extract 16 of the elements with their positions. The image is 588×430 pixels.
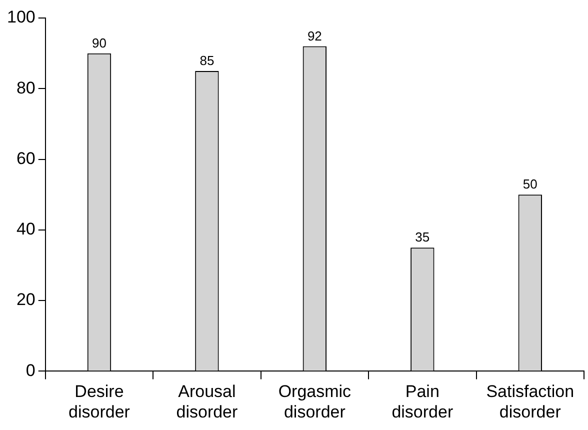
y-tick-label: 20: [16, 290, 36, 310]
data-label: 35: [415, 230, 430, 245]
y-tick-label: 0: [26, 360, 36, 380]
x-tick-label: Orgasmic disorder: [278, 382, 352, 422]
data-label: 50: [522, 176, 538, 192]
x-tick-label: Desire disorder: [68, 382, 130, 422]
x-tick-label: Satisfaction disorder: [486, 382, 574, 422]
x-tick-label: Pain disorder: [392, 382, 454, 422]
x-tick-label: Arousal disorder: [176, 382, 238, 422]
data-label: 85: [200, 53, 214, 68]
y-tick-label: 40: [16, 220, 36, 239]
y-tick-label: 80: [16, 78, 36, 98]
y-tick-label: 60: [16, 148, 36, 168]
y-tick-label: 100: [6, 8, 36, 27]
data-label: 90: [92, 35, 106, 50]
data-label: 92: [307, 28, 322, 44]
